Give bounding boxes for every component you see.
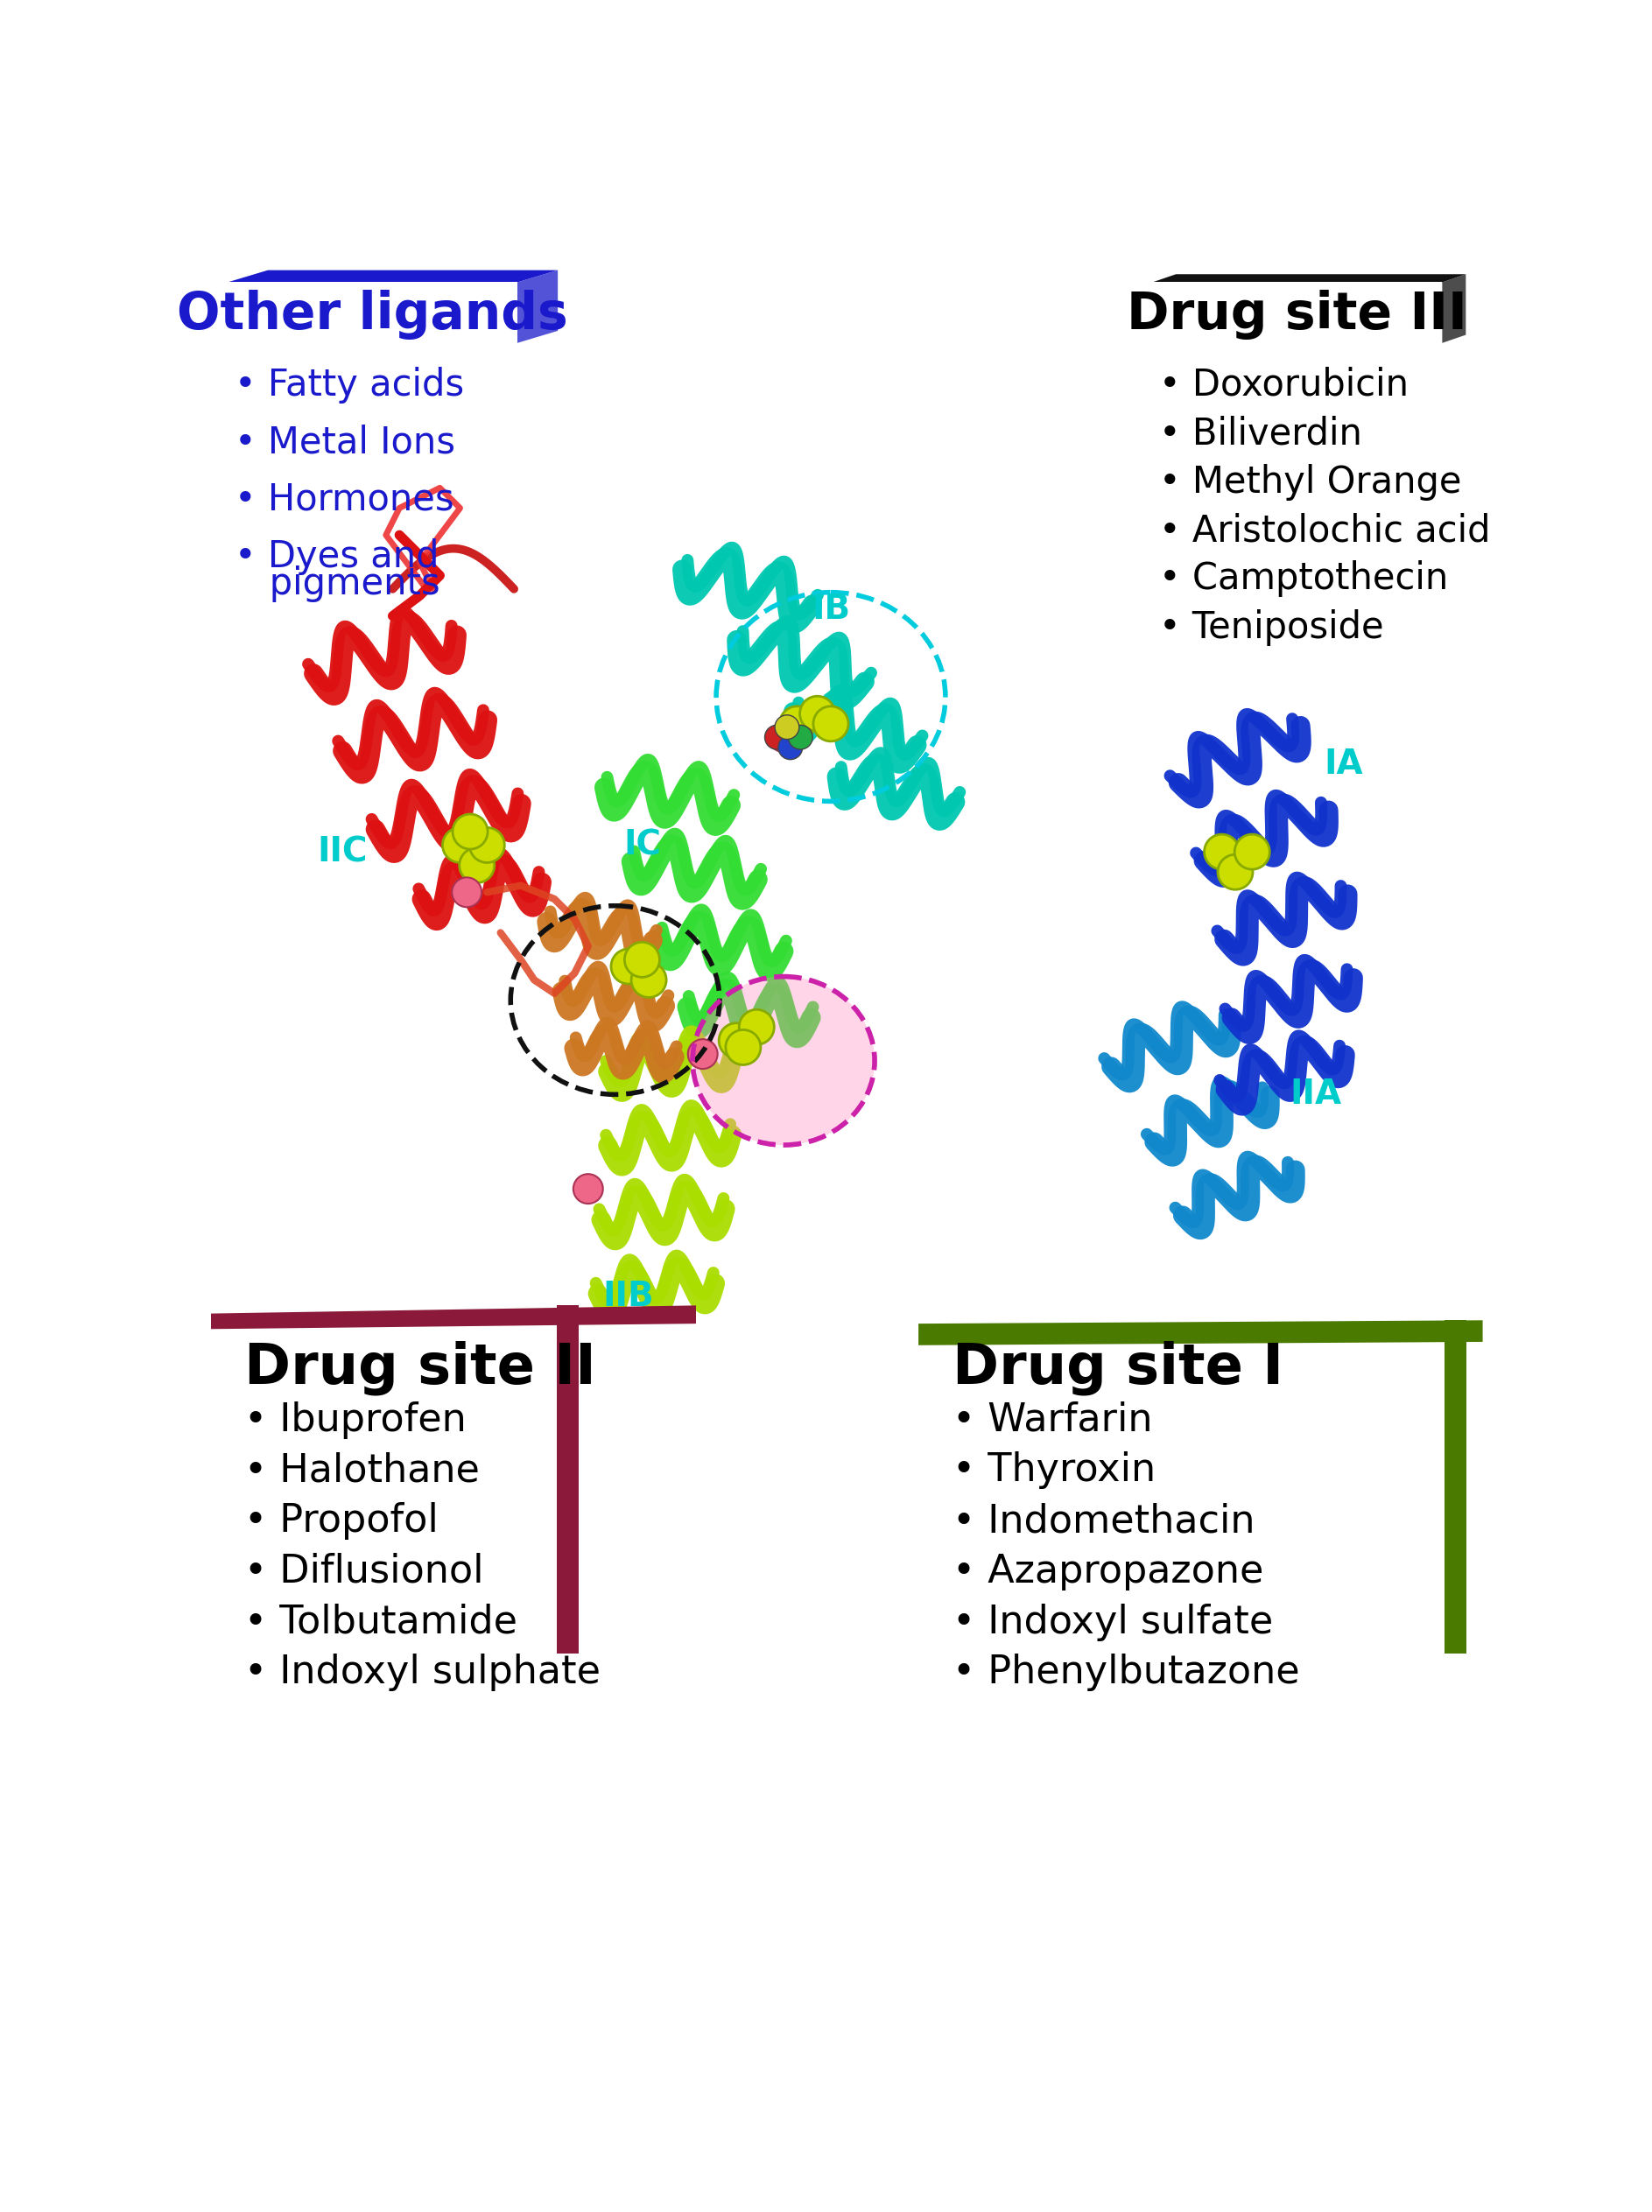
Circle shape: [443, 827, 477, 863]
Circle shape: [765, 726, 790, 750]
Text: • Phenylbutazone: • Phenylbutazone: [952, 1655, 1300, 1692]
Text: Drug site III: Drug site III: [1127, 290, 1467, 341]
Text: Drug site I: Drug site I: [952, 1340, 1284, 1396]
Text: • Metal Ions: • Metal Ions: [235, 425, 454, 460]
Circle shape: [469, 827, 504, 863]
Circle shape: [1204, 834, 1239, 869]
Circle shape: [453, 878, 482, 907]
Circle shape: [738, 1009, 775, 1044]
Text: • Indomethacin: • Indomethacin: [952, 1502, 1254, 1540]
Circle shape: [775, 714, 800, 739]
Circle shape: [611, 949, 646, 984]
Text: • Diflusionol: • Diflusionol: [244, 1553, 484, 1590]
Text: • Ibuprofen: • Ibuprofen: [244, 1400, 466, 1438]
Polygon shape: [1153, 274, 1465, 283]
Circle shape: [725, 1031, 760, 1064]
Circle shape: [624, 942, 659, 978]
Circle shape: [1234, 834, 1270, 869]
Polygon shape: [1442, 274, 1465, 343]
Text: • Methyl Orange: • Methyl Orange: [1160, 465, 1462, 500]
Text: • Warfarin: • Warfarin: [952, 1400, 1151, 1438]
Text: IIB: IIB: [603, 1281, 654, 1314]
Text: IIA: IIA: [1290, 1077, 1341, 1110]
Circle shape: [453, 814, 487, 849]
Circle shape: [788, 726, 813, 750]
Text: • Aristolochic acid: • Aristolochic acid: [1160, 513, 1490, 549]
Text: Drug site II: Drug site II: [244, 1340, 596, 1396]
Text: • Fatty acids: • Fatty acids: [235, 367, 464, 403]
Circle shape: [459, 847, 494, 883]
Polygon shape: [1153, 283, 1442, 343]
Circle shape: [780, 706, 814, 741]
Polygon shape: [228, 283, 517, 343]
Circle shape: [800, 697, 834, 732]
Text: • Tolbutamide: • Tolbutamide: [244, 1604, 517, 1641]
Polygon shape: [919, 1321, 1483, 1345]
Text: • Hormones: • Hormones: [235, 482, 454, 518]
Text: • Indoxyl sulphate: • Indoxyl sulphate: [244, 1655, 601, 1692]
Text: • Indoxyl sulfate: • Indoxyl sulfate: [952, 1604, 1272, 1641]
Circle shape: [573, 1175, 603, 1203]
Circle shape: [687, 1040, 717, 1068]
Text: • Halothane: • Halothane: [244, 1451, 479, 1489]
Circle shape: [631, 962, 666, 998]
Circle shape: [719, 1022, 753, 1057]
Polygon shape: [517, 270, 558, 343]
Ellipse shape: [692, 975, 874, 1146]
Text: • Azapropazone: • Azapropazone: [952, 1553, 1264, 1590]
Text: • Biliverdin: • Biliverdin: [1160, 416, 1363, 451]
Polygon shape: [557, 1305, 578, 1655]
Text: • Teniposide: • Teniposide: [1160, 608, 1384, 646]
Circle shape: [813, 706, 849, 741]
Text: • Camptothecin: • Camptothecin: [1160, 560, 1449, 597]
Polygon shape: [211, 1305, 695, 1329]
Text: • Dyes and: • Dyes and: [235, 538, 439, 575]
Text: • Thyroxin: • Thyroxin: [952, 1451, 1155, 1489]
Text: IC: IC: [623, 830, 661, 863]
Polygon shape: [1446, 1321, 1467, 1655]
Text: Other ligands: Other ligands: [177, 290, 568, 341]
Text: IIC: IIC: [317, 836, 367, 869]
Circle shape: [778, 734, 803, 759]
Circle shape: [1218, 854, 1252, 889]
Text: IB: IB: [811, 593, 851, 626]
Circle shape: [768, 723, 798, 752]
Text: pigments: pigments: [235, 566, 439, 602]
Text: • Propofol: • Propofol: [244, 1502, 438, 1540]
Polygon shape: [228, 270, 558, 283]
Text: • Doxorubicin: • Doxorubicin: [1160, 367, 1409, 403]
Text: IA: IA: [1323, 748, 1363, 781]
